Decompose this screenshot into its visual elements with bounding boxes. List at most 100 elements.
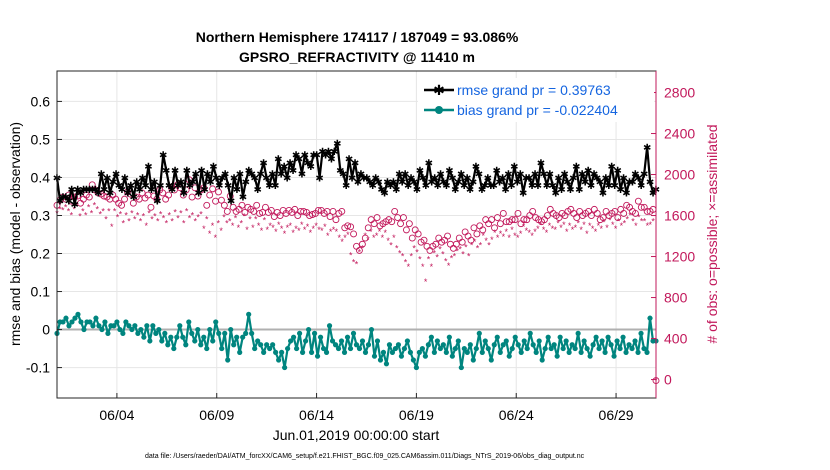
y-left-tick-label: 0.5 <box>31 131 51 147</box>
rmse-point: ✱ <box>605 181 613 192</box>
rmse-point: ✱ <box>59 192 67 203</box>
rmse-point: ✱ <box>363 173 371 184</box>
bias-point <box>563 338 569 344</box>
bias-point <box>356 345 363 352</box>
assimilated-obs-point: * <box>142 212 146 222</box>
rmse-point: ✱ <box>563 177 571 188</box>
possible-obs-point <box>209 185 217 193</box>
rmse-point: ✱ <box>56 196 64 207</box>
x-axis-label: Jun.01,2019 00:00:00 start <box>273 427 440 443</box>
assimilated-obs-point: * <box>219 226 223 236</box>
bias-point <box>311 330 318 336</box>
bias-point <box>240 334 246 340</box>
rmse-point: ✱ <box>147 185 155 196</box>
assimilated-obs-point: * <box>176 214 180 224</box>
y-right-tick-label: 400 <box>664 331 688 347</box>
possible-obs-point <box>502 218 510 226</box>
assimilated-obs-point: * <box>381 233 385 243</box>
assimilated-obs-point: * <box>127 217 131 227</box>
rmse-point: ✱ <box>268 170 276 181</box>
bias-point <box>320 345 327 352</box>
assimilated-obs-point: * <box>490 235 494 245</box>
bias-point <box>66 323 72 329</box>
rmse-point: ✱ <box>321 151 329 162</box>
bias-point <box>506 353 512 359</box>
bias-point <box>512 334 518 340</box>
assimilated-obs-point: * <box>257 221 261 231</box>
assimilated-obs-point: * <box>254 215 258 225</box>
assimilated-obs-point: * <box>588 221 592 231</box>
rmse-point: ✱ <box>560 170 568 181</box>
assimilated-obs-point: * <box>502 232 506 242</box>
bias-point <box>581 338 587 344</box>
rmse-point: ✱ <box>599 189 607 200</box>
assimilated-obs-point: * <box>369 227 373 237</box>
possible-obs-point <box>100 192 108 200</box>
possible-obs-point <box>467 236 475 244</box>
rmse-point: ✱ <box>478 185 486 196</box>
possible-obs-point <box>250 207 258 215</box>
bias-point <box>437 345 443 352</box>
rmse-point: ✱ <box>191 170 199 181</box>
bias-point <box>503 338 509 344</box>
assimilated-obs-point: * <box>326 231 330 241</box>
assimilated-obs-point: * <box>113 206 117 216</box>
bias-point <box>359 338 366 344</box>
rmse-point: ✱ <box>554 173 562 184</box>
bias-point <box>329 338 336 344</box>
rmse-point: ✱ <box>646 177 654 188</box>
assimilated-obs-point: * <box>496 233 500 243</box>
bias-point <box>575 330 581 336</box>
bias-point <box>590 342 596 348</box>
legend-rmse-marker: ✱ <box>433 82 445 98</box>
assimilated-obs-point: * <box>93 200 97 210</box>
assimilated-obs-point: * <box>260 226 264 236</box>
assimilated-obs-point: * <box>107 206 111 216</box>
rmse-point: ✱ <box>354 177 362 188</box>
assimilated-obs-point: * <box>392 233 396 243</box>
bias-point <box>102 319 108 325</box>
assimilated-obs-point: * <box>407 262 411 272</box>
bias-point <box>219 345 225 352</box>
possible-obs-point <box>358 240 366 248</box>
assimilated-obs-point: * <box>404 258 408 268</box>
bias-point <box>602 349 608 355</box>
rmse-point: ✱ <box>189 177 197 188</box>
bias-point <box>584 345 590 352</box>
bias-point <box>338 338 345 344</box>
bias-point <box>105 330 111 336</box>
rmse-point: ✱ <box>481 181 489 192</box>
assimilated-obs-point: * <box>631 217 635 227</box>
bias-point <box>515 342 521 348</box>
assimilated-obs-point: * <box>430 262 434 272</box>
assimilated-obs-series: * * * * * ** *** **** ** ****** ****** ****** *** ***… <box>55 200 658 385</box>
assimilated-obs-point: * <box>317 225 321 235</box>
rmse-point: ✱ <box>109 177 117 188</box>
assimilated-obs-point: * <box>487 240 491 250</box>
bias-point <box>111 323 117 329</box>
possible-obs-point <box>493 214 501 222</box>
assimilated-obs-point: * <box>329 227 333 237</box>
possible-obs-point <box>344 222 352 230</box>
rmse-point: ✱ <box>386 181 394 192</box>
rmse-point: ✱ <box>590 170 598 181</box>
x-tick-label: 06/14 <box>299 407 334 423</box>
bias-point <box>482 338 488 344</box>
assimilated-obs-point: * <box>421 262 425 272</box>
rmse-point: ✱ <box>121 173 129 184</box>
assimilated-obs-point: * <box>303 225 307 235</box>
bias-point <box>431 349 437 355</box>
rmse-point: ✱ <box>124 189 132 200</box>
rmse-point: ✱ <box>531 170 539 181</box>
bias-point <box>644 349 650 355</box>
rmse-point: ✱ <box>371 173 379 184</box>
bias-point <box>180 334 186 340</box>
bias-point <box>617 345 623 352</box>
y-right-tick-label: 1200 <box>664 249 695 265</box>
rmse-point: ✱ <box>312 151 320 162</box>
legend-box <box>418 78 654 122</box>
rmse-point: ✱ <box>138 173 146 184</box>
assimilated-obs-point: * <box>542 225 546 235</box>
rmse-point: ✱ <box>245 166 253 177</box>
assimilated-obs-point: * <box>116 213 120 223</box>
